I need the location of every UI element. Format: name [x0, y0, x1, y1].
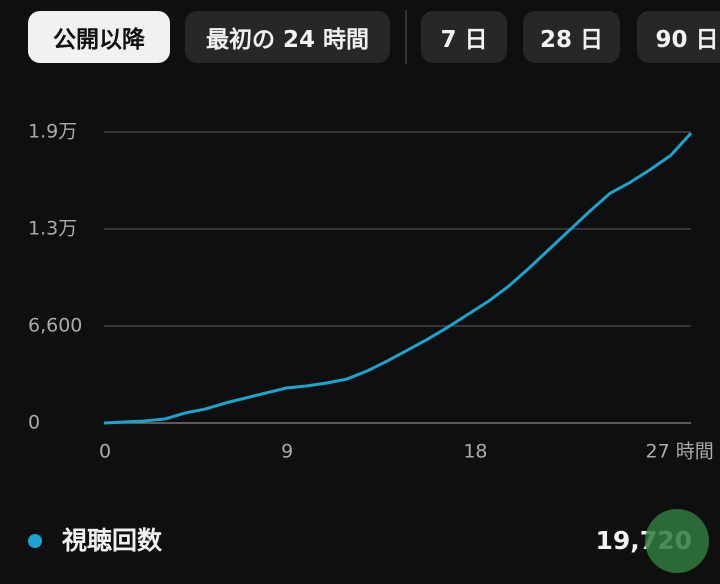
x-tick-label: 27 時間	[646, 441, 714, 463]
x-tick-label: 18	[463, 441, 487, 463]
y-tick-label: 0	[28, 412, 40, 434]
y-tick-label: 1.3万	[28, 218, 77, 240]
legend-label: 視聴回数	[62, 526, 163, 555]
y-tick-label: 1.9万	[28, 121, 77, 143]
tab[interactable]: 28 日	[523, 11, 620, 63]
legend-dot	[28, 534, 42, 548]
data-line	[103, 132, 693, 425]
tab[interactable]: 90 日	[637, 11, 720, 63]
x-tick-label: 0	[99, 441, 111, 463]
tab[interactable]: 7 日	[421, 11, 507, 63]
tab[interactable]: 最初の 24 時間	[185, 11, 390, 63]
tab[interactable]: 公開以降	[28, 11, 170, 63]
y-tick-label: 6,600	[28, 315, 82, 337]
touch-indicator	[645, 509, 709, 573]
divider	[405, 10, 407, 64]
x-tick-label: 9	[281, 441, 293, 463]
